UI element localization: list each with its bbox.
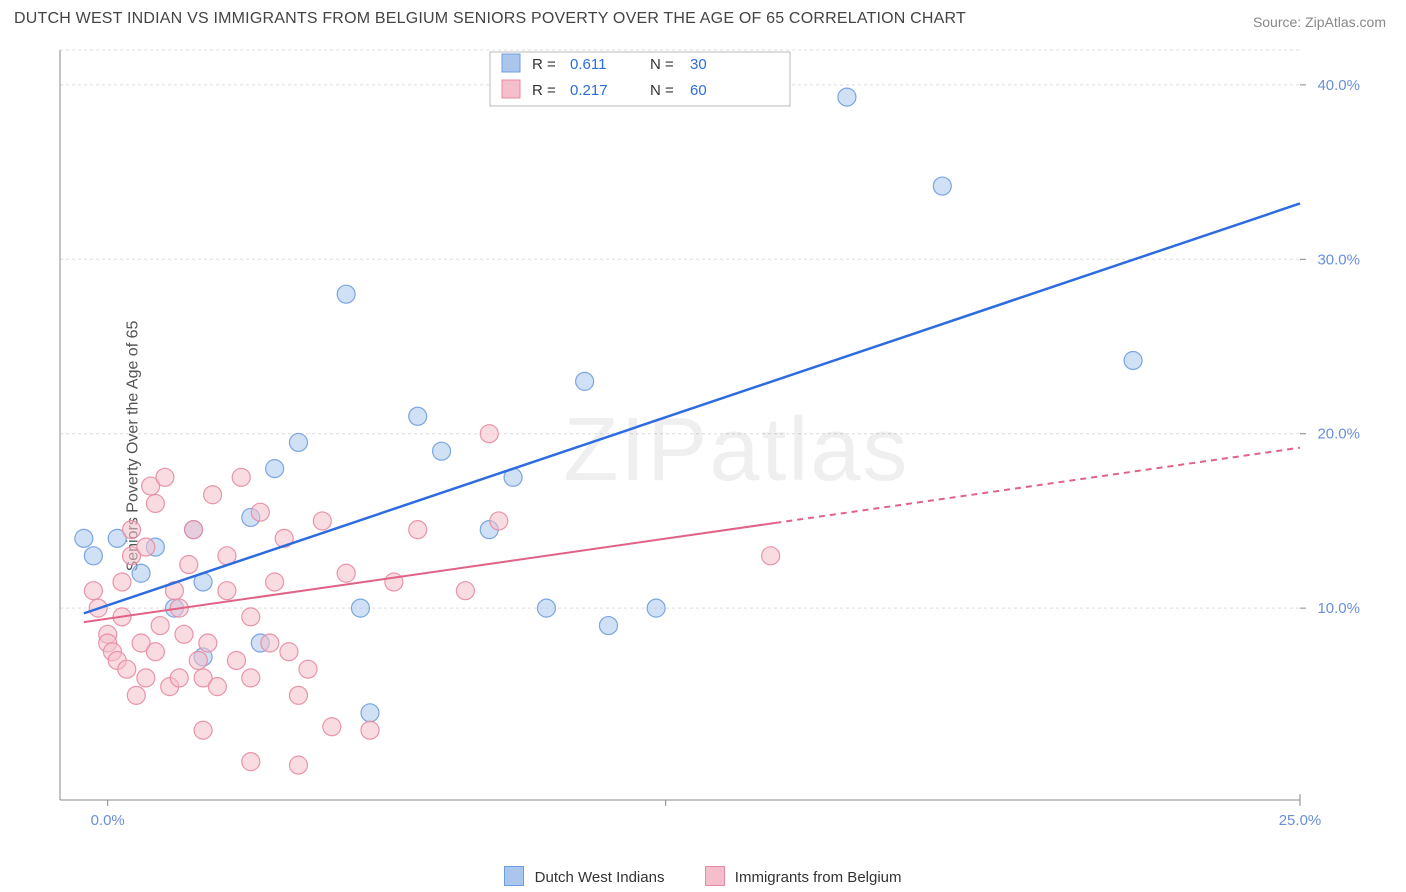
xtick-label: 0.0% (91, 812, 125, 829)
legend-item-pink: Immigrants from Belgium (705, 869, 902, 886)
data-point (280, 643, 298, 661)
data-point (84, 547, 102, 565)
chart-svg: ZIPatlas 10.0% 20.0% 30.0% 40.0% 0.0% 25.0% R =… (50, 40, 1370, 840)
data-point (113, 573, 131, 591)
legend-n-label: N = (650, 56, 674, 73)
data-point (361, 704, 379, 722)
data-point (289, 433, 307, 451)
data-point (1124, 351, 1142, 369)
legend-swatch-icon (502, 54, 520, 72)
data-point (351, 599, 369, 617)
legend-r-value: 0.611 (570, 56, 606, 73)
data-point (199, 634, 217, 652)
legend-n-value: 30 (690, 56, 707, 73)
data-point (175, 625, 193, 643)
legend-label-blue: Dutch West Indians (535, 869, 665, 886)
data-point (127, 686, 145, 704)
data-point (204, 486, 222, 504)
svg-text:ZIPatlas: ZIPatlas (563, 400, 909, 500)
data-point (75, 529, 93, 547)
ytick-label: 40.0% (1317, 77, 1360, 94)
legend-swatch-icon (502, 80, 520, 98)
data-point (242, 753, 260, 771)
data-point (289, 686, 307, 704)
data-point (189, 651, 207, 669)
chart-container: DUTCH WEST INDIAN VS IMMIGRANTS FROM BEL… (0, 0, 1406, 892)
data-point (599, 617, 617, 635)
data-point (146, 643, 164, 661)
data-point (838, 88, 856, 106)
data-point (490, 512, 508, 530)
data-point (337, 564, 355, 582)
ytick-label: 10.0% (1317, 600, 1360, 617)
legend-label-pink: Immigrants from Belgium (735, 869, 902, 886)
ytick-label: 30.0% (1317, 251, 1360, 268)
bottom-legend: Dutch West Indians Immigrants from Belgi… (0, 866, 1406, 886)
data-point (647, 599, 665, 617)
data-point (208, 678, 226, 696)
data-point (266, 460, 284, 478)
data-point (323, 718, 341, 736)
data-point (409, 521, 427, 539)
data-point (194, 721, 212, 739)
data-point (933, 177, 951, 195)
data-point (313, 512, 331, 530)
data-point (480, 425, 498, 443)
data-point (762, 547, 780, 565)
data-point (537, 599, 555, 617)
data-point (456, 582, 474, 600)
legend-swatch-blue-icon (504, 866, 524, 886)
data-point (232, 468, 250, 486)
data-point (576, 372, 594, 390)
legend-r-value: 0.217 (570, 82, 608, 99)
data-point (251, 503, 269, 521)
legend-r-label: R = (532, 82, 556, 99)
legend-item-blue: Dutch West Indians (504, 869, 668, 886)
data-point (132, 564, 150, 582)
data-point (266, 573, 284, 591)
data-point (118, 660, 136, 678)
data-point (151, 617, 169, 635)
data-point (242, 608, 260, 626)
data-point (289, 756, 307, 774)
ytick-label: 20.0% (1317, 426, 1360, 443)
data-point (337, 285, 355, 303)
data-point (361, 721, 379, 739)
data-point (261, 634, 279, 652)
data-point (409, 407, 427, 425)
data-point (433, 442, 451, 460)
chart-title: DUTCH WEST INDIAN VS IMMIGRANTS FROM BEL… (14, 10, 966, 28)
data-point (385, 573, 403, 591)
legend-swatch-pink-icon (705, 866, 725, 886)
data-point (84, 582, 102, 600)
legend-r-label: R = (532, 56, 556, 73)
source-credit: Source: ZipAtlas.com (1253, 14, 1386, 30)
data-point (123, 521, 141, 539)
data-point (299, 660, 317, 678)
data-point (242, 669, 260, 687)
data-point (156, 468, 174, 486)
data-point (137, 538, 155, 556)
xtick-label: 25.0% (1279, 812, 1322, 829)
trend-line (84, 203, 1300, 613)
data-point (185, 521, 203, 539)
data-point (227, 651, 245, 669)
data-point (180, 556, 198, 574)
legend-n-label: N = (650, 82, 674, 99)
data-point (137, 669, 155, 687)
data-point (218, 582, 236, 600)
data-point (170, 669, 188, 687)
data-point (146, 494, 164, 512)
legend-n-value: 60 (690, 82, 707, 99)
plot-area: ZIPatlas 10.0% 20.0% 30.0% 40.0% 0.0% 25.0% R =… (50, 40, 1370, 840)
